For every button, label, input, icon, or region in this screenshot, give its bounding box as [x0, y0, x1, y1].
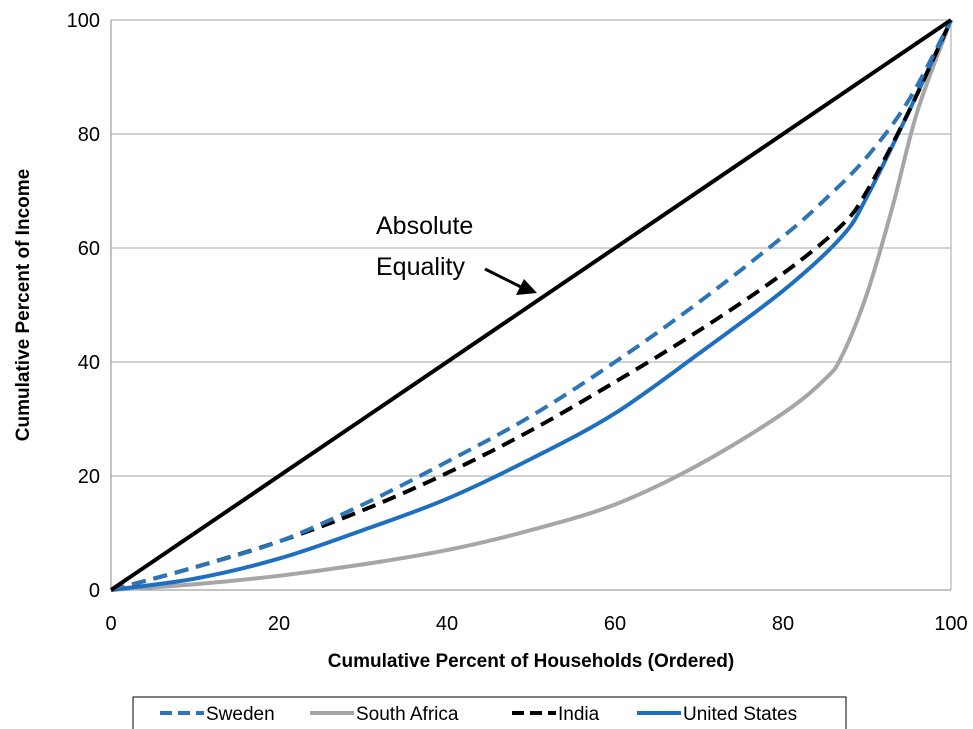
annotation-line-2: Equality	[376, 253, 465, 281]
absolute-equality-line	[109, 18, 953, 592]
annotation-line-1: Absolute	[376, 212, 473, 240]
y-tick-label: 100	[67, 10, 100, 32]
x-tick-label: 20	[268, 613, 290, 635]
x-tick-label: 0	[105, 613, 116, 635]
x-axis-title: Cumulative Percent of Households (Ordere…	[328, 651, 734, 672]
gridlines	[111, 19, 952, 591]
annotation-arrow	[484, 267, 524, 290]
y-tick-label: 0	[89, 580, 100, 602]
y-tick-label: 40	[78, 352, 100, 374]
legend-label: India	[558, 704, 600, 725]
legend: Sweden South Africa India United States	[132, 696, 847, 729]
annotation-arrowhead	[516, 279, 537, 295]
tick-labels: 0 20 40 60 80 100 0 20 40 60 80 100	[67, 10, 968, 635]
axes	[110, 20, 951, 591]
x-tick-label: 60	[604, 613, 626, 635]
y-axis-title: Cumulative Percent of Income	[13, 169, 34, 441]
legend-box	[132, 696, 847, 729]
y-tick-label: 80	[78, 124, 100, 146]
x-tick-label: 40	[436, 613, 458, 635]
series-line-india	[110, 19, 953, 592]
y-tick-label: 60	[78, 238, 100, 260]
absolute-equality-annotation: Absolute Equality	[376, 212, 537, 295]
legend-label: United States	[683, 704, 797, 725]
series-line-united-states	[110, 19, 953, 592]
x-tick-label: 100	[934, 613, 967, 635]
y-tick-label: 20	[78, 466, 100, 488]
legend-label: Sweden	[206, 704, 275, 725]
legend-label: South Africa	[356, 704, 459, 725]
data-lines	[109, 18, 953, 592]
series-line-south-africa	[110, 19, 953, 592]
x-tick-label: 80	[772, 613, 794, 635]
series-line-sweden	[110, 19, 953, 592]
